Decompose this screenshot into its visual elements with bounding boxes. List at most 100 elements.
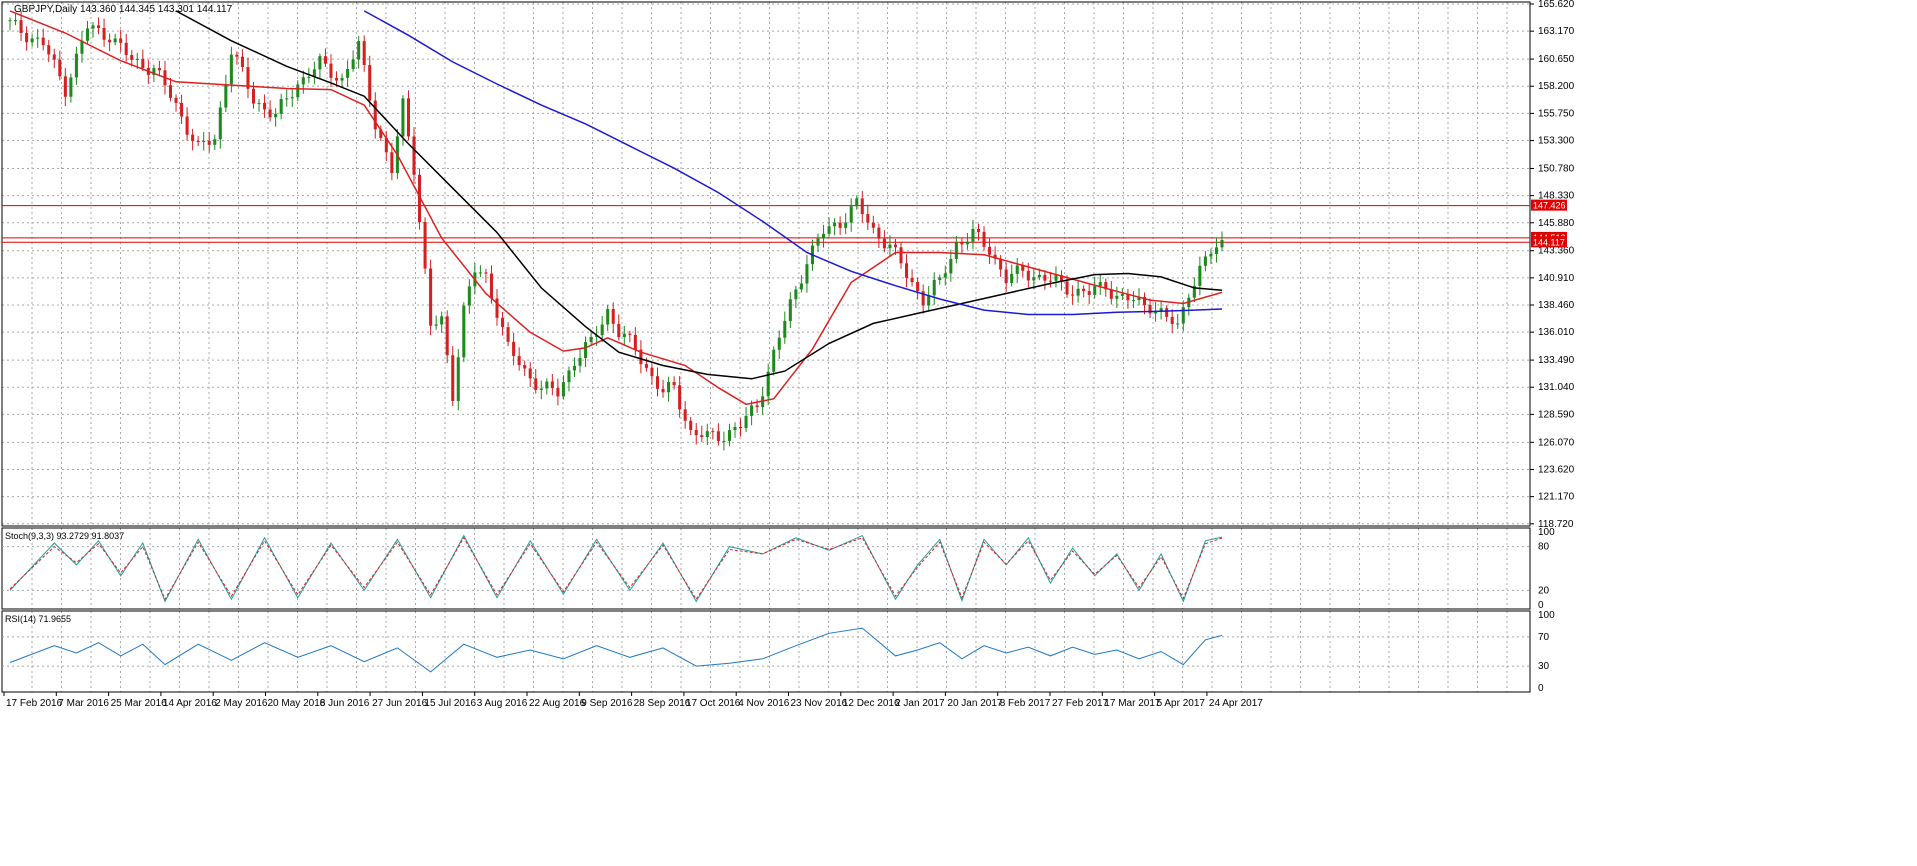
time-tick-label: 3 Aug 2016 xyxy=(477,698,528,709)
candle-body xyxy=(285,98,289,100)
candle-body xyxy=(738,426,743,429)
stoch-tick-label: 20 xyxy=(1538,585,1550,596)
candle-body xyxy=(423,222,427,269)
candle-body xyxy=(628,333,632,335)
candle-body xyxy=(794,289,798,300)
candle-body xyxy=(727,430,731,441)
candle-body xyxy=(1065,281,1069,295)
candle-body xyxy=(805,264,809,284)
candle-body xyxy=(965,241,969,245)
candle-body xyxy=(517,355,521,366)
candle-body xyxy=(999,258,1003,270)
stoch-tick-label: 100 xyxy=(1538,527,1555,538)
candle-body xyxy=(218,107,222,140)
price-tick-label: 128.590 xyxy=(1538,409,1575,420)
candle-body xyxy=(307,77,311,79)
candle-body xyxy=(346,68,350,78)
candle-body xyxy=(877,227,881,239)
candle-body xyxy=(362,41,366,65)
candle-body xyxy=(705,431,709,438)
candle-body xyxy=(561,382,565,397)
candle-body xyxy=(58,59,62,77)
candle-body xyxy=(213,139,217,145)
candle-body xyxy=(1142,296,1147,305)
candle-body xyxy=(572,365,577,371)
candle-body xyxy=(750,405,754,416)
candle-body xyxy=(440,316,444,325)
rsi-tick-label: 100 xyxy=(1538,610,1555,621)
price-tick-label: 121.170 xyxy=(1538,492,1575,503)
candle-body xyxy=(855,198,859,207)
candle-body xyxy=(1126,293,1130,301)
candle-body xyxy=(47,45,51,55)
candle-body xyxy=(296,84,300,98)
candle-body xyxy=(556,388,560,397)
candle-body xyxy=(700,435,704,438)
level-price-tag xyxy=(1531,199,1567,211)
candle-body xyxy=(606,309,610,325)
price-tick-label: 126.070 xyxy=(1538,437,1575,448)
candle-body xyxy=(135,58,139,60)
candle-body xyxy=(827,226,831,234)
candle-body xyxy=(1109,289,1113,299)
candle-body xyxy=(667,382,671,393)
candle-body xyxy=(312,69,316,78)
candle-body xyxy=(1176,323,1180,325)
candle-body xyxy=(1181,307,1185,324)
candle-body xyxy=(833,222,837,227)
stoch-label: Stoch(9,3,3) 93.2729 91.8037 xyxy=(5,531,124,541)
candle-body xyxy=(384,137,388,153)
candle-body xyxy=(174,97,178,103)
candle-body xyxy=(689,420,693,430)
candle-body xyxy=(844,222,848,228)
stoch-tick-label: 0 xyxy=(1538,600,1544,611)
candle-body xyxy=(357,41,361,60)
candle-body xyxy=(434,324,438,326)
candle-body xyxy=(368,64,372,101)
time-tick-label: 2 May 2016 xyxy=(215,698,268,709)
price-tick-label: 148.330 xyxy=(1538,191,1575,202)
candle-body xyxy=(1137,296,1141,301)
time-tick-label: 27 Jun 2016 xyxy=(372,698,427,709)
candle-body xyxy=(932,279,936,296)
candle-body xyxy=(1154,311,1158,314)
time-tick-label: 8 Feb 2017 xyxy=(1000,698,1051,709)
time-tick-label: 20 May 2016 xyxy=(268,698,326,709)
candle-body xyxy=(888,244,892,249)
candle-body xyxy=(1076,288,1080,296)
candle-body xyxy=(456,357,460,401)
candle-body xyxy=(235,54,239,57)
candle-body xyxy=(467,286,471,306)
candle-body xyxy=(661,388,665,393)
time-tick-label: 5 Apr 2017 xyxy=(1157,698,1206,709)
candle-body xyxy=(822,233,826,239)
rsi-tick-label: 70 xyxy=(1538,632,1550,643)
price-tick-label: 145.880 xyxy=(1538,218,1575,229)
candle-body xyxy=(113,38,117,43)
candle-body xyxy=(91,25,95,29)
candle-body xyxy=(1120,293,1124,296)
candle-body xyxy=(799,283,803,290)
candle-body xyxy=(882,238,886,249)
candle-body xyxy=(401,98,405,137)
price-tick-label: 165.620 xyxy=(1538,0,1575,10)
rsi-line xyxy=(9,627,1223,673)
time-tick-label: 28 Sep 2016 xyxy=(634,698,691,709)
candle-body xyxy=(268,109,272,118)
candle-body xyxy=(617,323,621,338)
candle-body xyxy=(755,405,759,408)
candle-body xyxy=(224,84,228,108)
time-tick-label: 27 Feb 2017 xyxy=(1052,698,1109,709)
candle-body xyxy=(257,102,261,104)
candle-body xyxy=(993,254,997,259)
candle-body xyxy=(916,282,920,292)
time-tick-label: 4 Nov 2016 xyxy=(738,698,790,709)
candle-body xyxy=(102,27,106,40)
candle-body xyxy=(733,426,737,431)
candle-body xyxy=(97,25,101,28)
candle-body xyxy=(1082,288,1086,292)
price-tick-label: 140.910 xyxy=(1538,273,1575,284)
candle-body xyxy=(85,28,90,41)
candle-body xyxy=(893,244,898,248)
